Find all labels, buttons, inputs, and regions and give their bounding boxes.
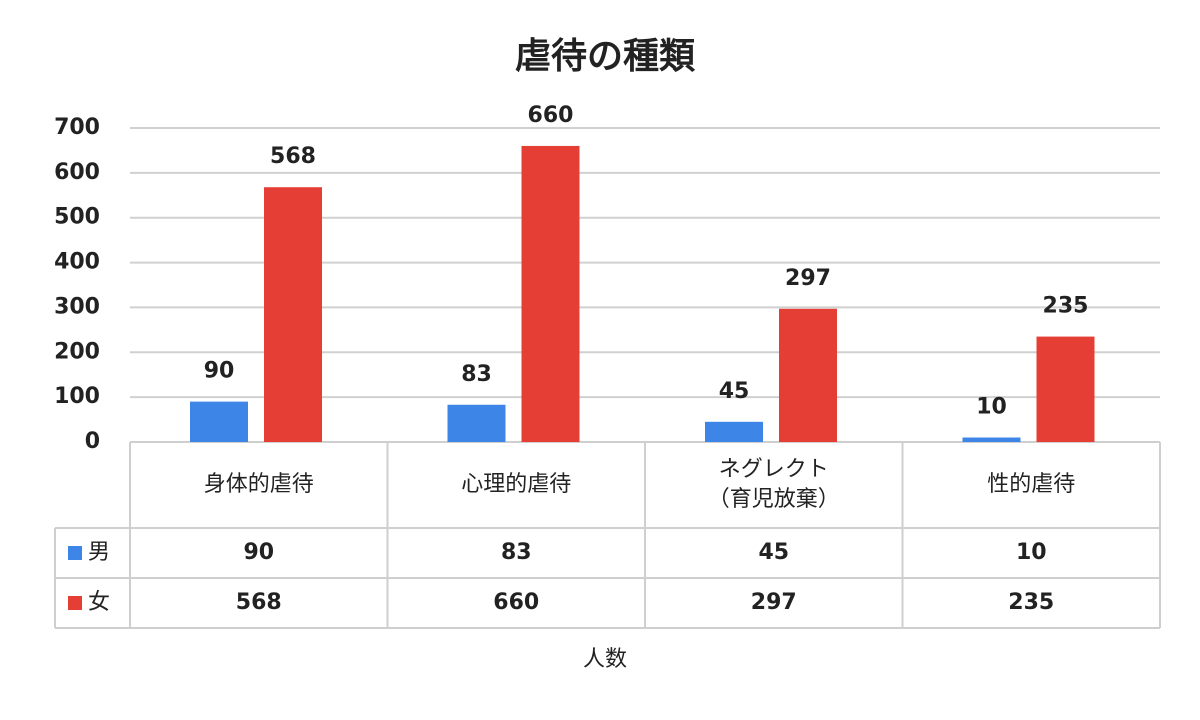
data-label: 83 (461, 362, 492, 387)
data-label: 90 (204, 359, 235, 384)
category-label: ネグレクト（育児放棄） (708, 457, 840, 512)
category-label: 身体的虐待 (204, 472, 314, 497)
data-label: 235 (1043, 294, 1089, 319)
bar (1036, 336, 1095, 442)
legend-label: 男 (88, 540, 110, 565)
bar (447, 404, 506, 442)
data-label: 568 (270, 144, 316, 169)
table-value: 10 (1016, 540, 1047, 565)
y-tick-label: 200 (54, 339, 100, 364)
bar (521, 145, 580, 442)
y-tick-label: 300 (54, 294, 100, 319)
data-label: 297 (785, 266, 831, 291)
bar (705, 421, 763, 442)
bar (190, 401, 248, 442)
bar (962, 437, 1021, 442)
data-label: 10 (976, 395, 1007, 420)
legend-key (68, 546, 82, 560)
y-tick-label: 600 (54, 160, 100, 185)
chart-title: 虐待の種類 (515, 36, 696, 77)
y-tick-label: 400 (54, 250, 100, 275)
y-tick-label: 100 (54, 384, 100, 409)
table-value: 235 (1008, 590, 1054, 615)
data-label: 45 (719, 379, 750, 404)
y-tick-label: 0 (85, 429, 100, 454)
y-tick-label: 500 (54, 205, 100, 230)
y-tick-label: 700 (54, 115, 100, 140)
category-label: 性的虐待 (987, 472, 1075, 497)
table-value: 660 (493, 590, 539, 615)
bar (779, 308, 837, 442)
data-label: 660 (528, 103, 574, 128)
category-label: 心理的虐待 (461, 472, 571, 497)
table-value: 45 (758, 540, 789, 565)
table-value: 90 (243, 540, 274, 565)
x-axis-title: 人数 (583, 647, 627, 672)
bar (264, 187, 322, 442)
legend-label: 女 (88, 590, 110, 615)
legend-key (68, 596, 82, 610)
table-value: 568 (236, 590, 282, 615)
table-value: 297 (751, 590, 797, 615)
table-value: 83 (501, 540, 532, 565)
